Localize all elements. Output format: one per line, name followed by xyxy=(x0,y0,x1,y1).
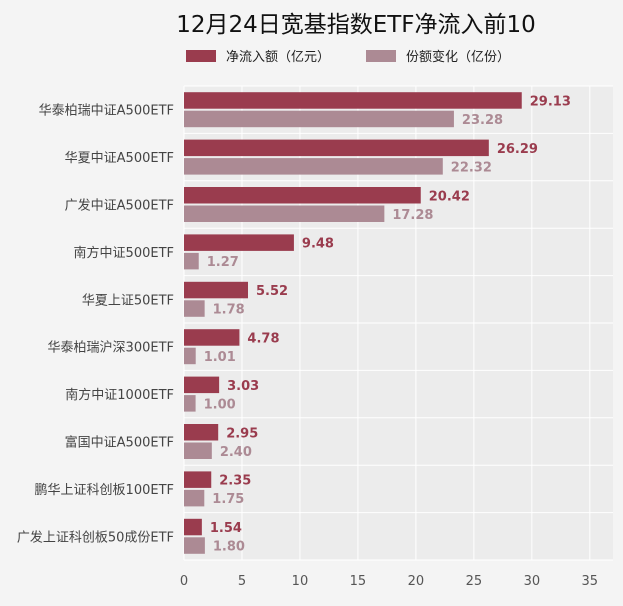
legend-label-net-inflow: 净流入额（亿元） xyxy=(226,50,330,65)
category-label: 南方中证1000ETF xyxy=(65,387,174,403)
grid-layer xyxy=(183,85,613,561)
bar-net-inflow xyxy=(184,424,219,441)
legend-swatch-share-change xyxy=(366,50,396,62)
x-tick-label: 15 xyxy=(350,574,367,589)
x-tick-label: 35 xyxy=(582,574,599,589)
axis-layer: 0 5 10 15 20 25 30 35 华泰柏瑞中证A500ETF 华夏中证A500ETF 广发… xyxy=(17,104,598,589)
category-label: 广发上证科创板50成份ETF xyxy=(17,529,174,545)
bar-share-change xyxy=(184,537,205,554)
bar-net-inflow xyxy=(184,281,249,299)
value-label-share-change: 1.27 xyxy=(207,255,239,270)
bar-net-inflow xyxy=(184,92,522,109)
value-label-net-inflow: 2.95 xyxy=(226,426,258,441)
legend-swatch-net-inflow xyxy=(186,50,216,62)
bar-share-change xyxy=(184,300,205,317)
bar-net-inflow xyxy=(184,471,212,488)
x-tick-label: 10 xyxy=(292,574,309,589)
value-label-net-inflow: 3.03 xyxy=(227,379,259,394)
x-tick-label: 20 xyxy=(408,574,425,589)
value-label-net-inflow: 20.42 xyxy=(429,189,470,204)
labels-layer: 29.13 23.28 26.29 22.32 20.42 17.28 9.48 1.27 5.… xyxy=(204,94,571,554)
value-label-net-inflow: 1.54 xyxy=(210,521,242,536)
value-label-share-change: 2.40 xyxy=(220,445,252,460)
value-label-net-inflow: 5.52 xyxy=(256,284,288,299)
category-label: 富国中证A500ETF xyxy=(65,435,174,451)
bar-net-inflow xyxy=(184,329,240,346)
value-label-share-change: 23.28 xyxy=(462,113,503,128)
category-label: 鹏华上证科创板100ETF xyxy=(35,483,174,498)
x-tick-label: 5 xyxy=(238,574,246,589)
bar-share-change xyxy=(184,395,196,412)
category-label: 华夏上证50ETF xyxy=(82,293,174,308)
value-label-share-change: 1.75 xyxy=(212,492,244,507)
x-tick-label: 0 xyxy=(180,574,188,589)
value-label-net-inflow: 4.78 xyxy=(247,331,279,346)
value-label-share-change: 17.28 xyxy=(392,208,433,223)
value-label-share-change: 1.01 xyxy=(204,350,236,365)
bar-share-change xyxy=(184,205,385,222)
bar-share-change xyxy=(184,252,199,270)
bar-net-inflow xyxy=(184,139,489,157)
category-label: 南方中证500ETF xyxy=(74,245,174,261)
bars-layer xyxy=(184,92,522,554)
legend: 净流入额（亿元） 份额变化（亿份） xyxy=(186,49,510,65)
value-label-share-change: 1.00 xyxy=(204,397,236,412)
category-label: 华泰柏瑞中证A500ETF xyxy=(39,104,174,119)
value-label-net-inflow: 2.35 xyxy=(219,474,251,489)
value-label-share-change: 22.32 xyxy=(451,160,492,175)
legend-label-share-change: 份额变化（亿份） xyxy=(406,49,510,65)
category-label: 华夏中证A500ETF xyxy=(65,151,174,166)
bar-net-inflow xyxy=(184,234,294,251)
bar-share-change xyxy=(184,442,212,459)
chart-title: 12月24日宽基指数ETF净流入前10 xyxy=(176,12,536,38)
bar-net-inflow xyxy=(184,518,202,536)
value-label-share-change: 1.78 xyxy=(213,303,245,318)
x-tick-label: 25 xyxy=(466,574,483,589)
value-label-net-inflow: 29.13 xyxy=(530,94,571,109)
bar-net-inflow xyxy=(184,376,220,394)
bar-share-change xyxy=(184,347,196,365)
bar-share-change xyxy=(184,110,454,128)
bar-share-change xyxy=(184,158,443,175)
bar-share-change xyxy=(184,489,205,507)
value-label-net-inflow: 26.29 xyxy=(497,142,538,157)
x-tick-label: 30 xyxy=(524,574,541,589)
category-label: 广发中证A500ETF xyxy=(65,198,174,214)
value-label-net-inflow: 9.48 xyxy=(302,237,334,252)
bar-net-inflow xyxy=(184,187,421,204)
value-label-share-change: 1.80 xyxy=(213,540,245,555)
category-label: 华泰柏瑞沪深300ETF xyxy=(48,340,174,356)
